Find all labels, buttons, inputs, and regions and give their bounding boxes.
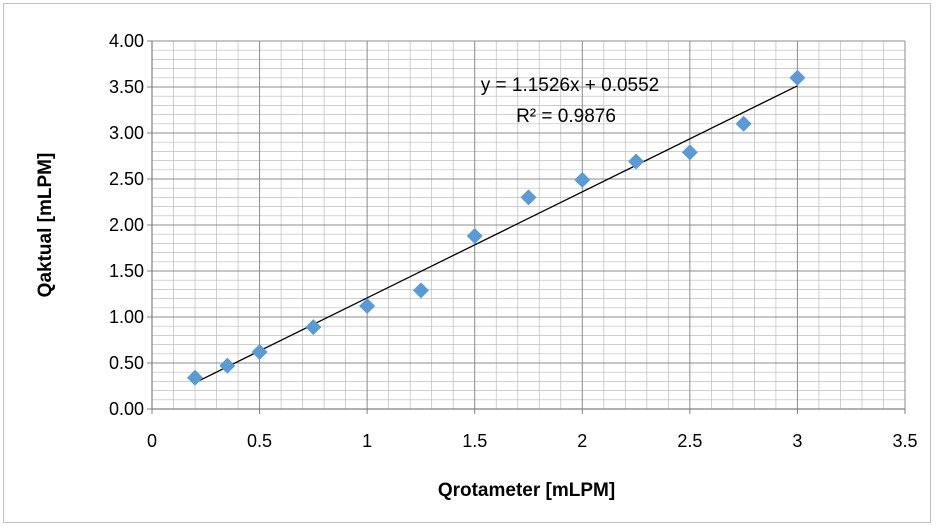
data-point [574, 171, 591, 188]
y-axis-title: Qaktual [mLPM] [35, 153, 56, 298]
data-point [219, 357, 236, 374]
data-point [789, 69, 806, 86]
trendline-r-squared: R² = 0.9876 [516, 106, 616, 127]
chart-area [3, 3, 931, 523]
data-point [466, 228, 483, 245]
x-axis-title: Qrotameter [mLPM] [438, 480, 615, 501]
y-tick-label: 3.50 [109, 77, 144, 97]
data-point [305, 319, 322, 336]
y-tick-label: 3.00 [109, 123, 144, 143]
x-axis-tick-labels: 0 0.5 1 1.5 2 2.5 3 3.5 [147, 431, 918, 451]
trendline-equation: y = 1.1526x + 0.0552 [481, 75, 660, 96]
data-point [412, 282, 429, 299]
data-point [520, 189, 537, 206]
y-tick-label: 2.50 [109, 169, 144, 189]
y-axis-tick-labels: 0.00 0.50 1.00 1.50 2.00 2.50 3.00 3.50 4.00 [109, 31, 144, 419]
data-point [628, 153, 645, 170]
y-tick-label: 4.00 [109, 31, 144, 51]
data-point [187, 369, 204, 386]
trendline-group [194, 85, 798, 384]
x-tick-label: 1 [362, 431, 372, 451]
trendline [194, 85, 798, 384]
data-point [251, 343, 268, 360]
data-point [735, 115, 752, 132]
y-tick-label: 0.00 [109, 399, 144, 419]
y-tick-label: 1.00 [109, 307, 144, 327]
y-tick-label: 1.50 [109, 261, 144, 281]
x-tick-label: 2.5 [677, 431, 702, 451]
x-tick-label: 0 [147, 431, 157, 451]
x-tick-label: 2 [577, 431, 587, 451]
data-points [187, 69, 806, 386]
x-tick-label: 3.5 [892, 431, 917, 451]
y-tick-label: 2.00 [109, 215, 144, 235]
x-tick-label: 3 [792, 431, 802, 451]
y-tick-label: 0.50 [109, 353, 144, 373]
data-point [359, 297, 376, 314]
data-point [681, 144, 698, 161]
axes [147, 40, 906, 414]
x-tick-label: 0.5 [247, 431, 272, 451]
x-tick-label: 1.5 [462, 431, 487, 451]
